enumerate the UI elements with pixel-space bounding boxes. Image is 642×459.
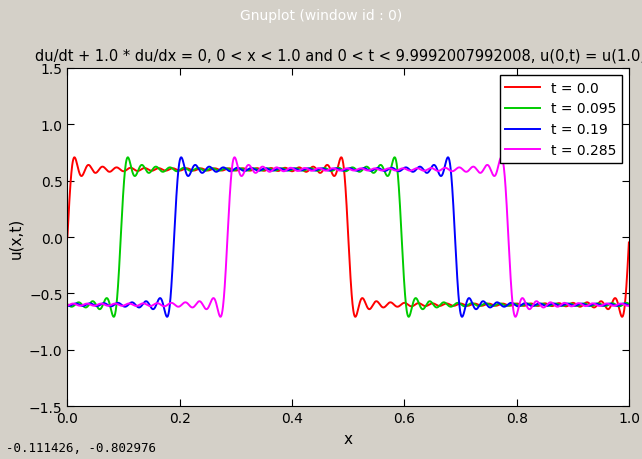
- t = 0.0: [609, 298, 617, 304]
- t = 0.0: [506, 303, 514, 309]
- t = 0.095: [625, 302, 633, 307]
- t = 0.19: [64, 303, 71, 309]
- Legend: t = 0.0, t = 0.095, t = 0.19, t = 0.285: t = 0.0, t = 0.095, t = 0.19, t = 0.285: [500, 76, 622, 163]
- t = 0.19: [609, 302, 617, 308]
- t = 0.285: [337, 168, 345, 174]
- t = 0.0: [609, 299, 616, 305]
- t = 0.285: [64, 303, 71, 308]
- t = 0.095: [506, 302, 514, 308]
- t = 0.19: [337, 168, 345, 174]
- t = 0.19: [322, 168, 330, 174]
- X-axis label: x: x: [343, 431, 353, 446]
- t = 0.285: [322, 168, 330, 174]
- t = 0.285: [609, 303, 617, 309]
- t = 0.0: [625, 240, 633, 246]
- Text: Gnuplot (window id : 0): Gnuplot (window id : 0): [240, 9, 402, 23]
- t = 0.285: [92, 303, 100, 308]
- t = 0.0: [618, 314, 626, 320]
- t = 0.0: [71, 155, 78, 161]
- t = 0.19: [506, 301, 514, 306]
- Line: t = 0.285: t = 0.285: [67, 158, 629, 317]
- t = 0.285: [609, 303, 617, 309]
- t = 0.19: [177, 155, 185, 161]
- Line: t = 0.19: t = 0.19: [67, 158, 629, 317]
- t = 0.095: [609, 301, 617, 306]
- t = 0.19: [163, 314, 171, 320]
- t = 0.0: [322, 164, 330, 169]
- t = 0.095: [110, 314, 117, 320]
- Title: du/dt + 1.0 * du/dx = 0, 0 < x < 1.0 and 0 < t < 9.9992007992008, u(0,t) = u(1.0: du/dt + 1.0 * du/dx = 0, 0 < x < 1.0 and…: [35, 49, 642, 63]
- t = 0.095: [64, 302, 71, 307]
- Line: t = 0.095: t = 0.095: [67, 158, 629, 317]
- t = 0.095: [609, 301, 617, 306]
- t = 0.19: [609, 302, 617, 308]
- t = 0.0: [337, 156, 345, 161]
- t = 0.0: [92, 170, 100, 176]
- t = 0.19: [92, 303, 100, 309]
- t = 0.285: [506, 266, 514, 272]
- Text: -0.111426, -0.802976: -0.111426, -0.802976: [6, 442, 157, 454]
- Line: t = 0.0: t = 0.0: [67, 158, 629, 317]
- t = 0.095: [124, 155, 132, 161]
- t = 0.095: [92, 302, 100, 308]
- Y-axis label: u(x,t): u(x,t): [8, 217, 23, 258]
- t = 0.285: [625, 303, 633, 309]
- t = 0.095: [337, 167, 345, 172]
- t = 0.095: [322, 166, 330, 172]
- t = 0.19: [625, 303, 633, 308]
- t = 0.0: [64, 235, 71, 240]
- t = 0.285: [216, 314, 224, 320]
- t = 0.285: [230, 155, 238, 161]
